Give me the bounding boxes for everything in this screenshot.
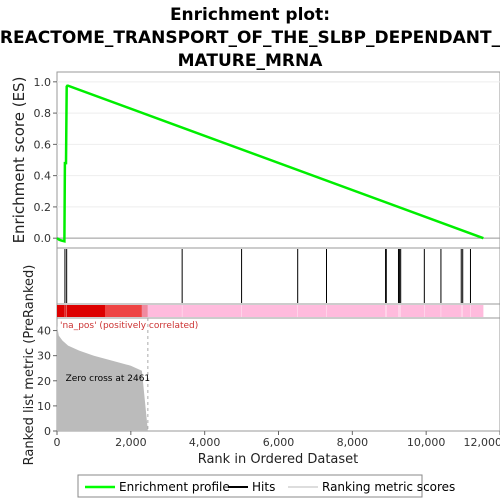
x-tick-label: 2,000 (115, 436, 147, 449)
metric-y-tick-label: 20 (37, 375, 51, 388)
hit-markers (64, 249, 471, 303)
enrichment-profile-line (56, 84, 484, 243)
es-y-tick-label: 0.4 (34, 170, 52, 183)
x-tick-label: 12,000 (464, 436, 500, 449)
rank-bar-segment (147, 305, 484, 317)
x-tick-label: 0 (54, 436, 61, 449)
es-y-tick-label: 0.8 (34, 107, 52, 120)
chart-title-line-2: REACTOME_TRANSPORT_OF_THE_SLBP_DEPENDANT… (0, 28, 500, 48)
ranking-metric-area (57, 325, 148, 431)
positive-correlation-label: 'na_pos' (positively correlated) (60, 321, 198, 331)
rank-bar-segment (141, 305, 148, 317)
chart-title-line-1: Enrichment plot: (170, 5, 330, 25)
rank-bar-segment (57, 305, 105, 317)
rank-color-bar (57, 305, 484, 317)
legend-box (77, 474, 423, 498)
metric-y-tick-label: 0 (44, 425, 51, 438)
x-tick-label: 6,000 (263, 436, 295, 449)
metric-y-tick-label: 10 (37, 400, 51, 413)
es-panel (56, 71, 500, 249)
legend-label-hits: Hits (252, 480, 275, 494)
legend-label-ranking-metric: Ranking metric scores (322, 480, 455, 494)
x-tick-label: 10,000 (407, 436, 446, 449)
es-y-tick-label: 0.2 (34, 201, 52, 214)
es-y-tick-label: 0.6 (34, 138, 52, 151)
es-y-tick-label: 0.0 (34, 232, 52, 245)
rank-bar-segment (104, 305, 142, 317)
x-axis-label: Rank in Ordered Dataset (198, 452, 359, 467)
metric-y-ticks: 0 10 20 30 40 (37, 325, 57, 438)
es-gridlines (57, 81, 500, 239)
es-y-tick-label: 1.0 (34, 76, 52, 89)
zero-cross-label: Zero cross at 2461 (66, 374, 151, 384)
metric-y-axis-label: Ranked list metric (PreRanked) (22, 265, 37, 466)
x-tick-label: 4,000 (189, 436, 221, 449)
legend-label-enrichment-profile: Enrichment profile (119, 480, 230, 494)
hits-panel (56, 247, 500, 305)
chart-title-line-3: MATURE_MRNA (178, 51, 324, 71)
metric-y-tick-label: 30 (37, 350, 51, 363)
metric-y-tick-label: 40 (37, 325, 51, 338)
es-y-ticks: 0.0 0.2 0.4 0.6 0.8 1.0 (34, 76, 57, 245)
es-y-axis-label: Enrichment score (ES) (10, 77, 28, 244)
x-tick-label: 8,000 (337, 436, 369, 449)
x-axis-ticks: 0 2,000 4,000 6,000 8,000 10,000 12,000 (54, 431, 500, 449)
